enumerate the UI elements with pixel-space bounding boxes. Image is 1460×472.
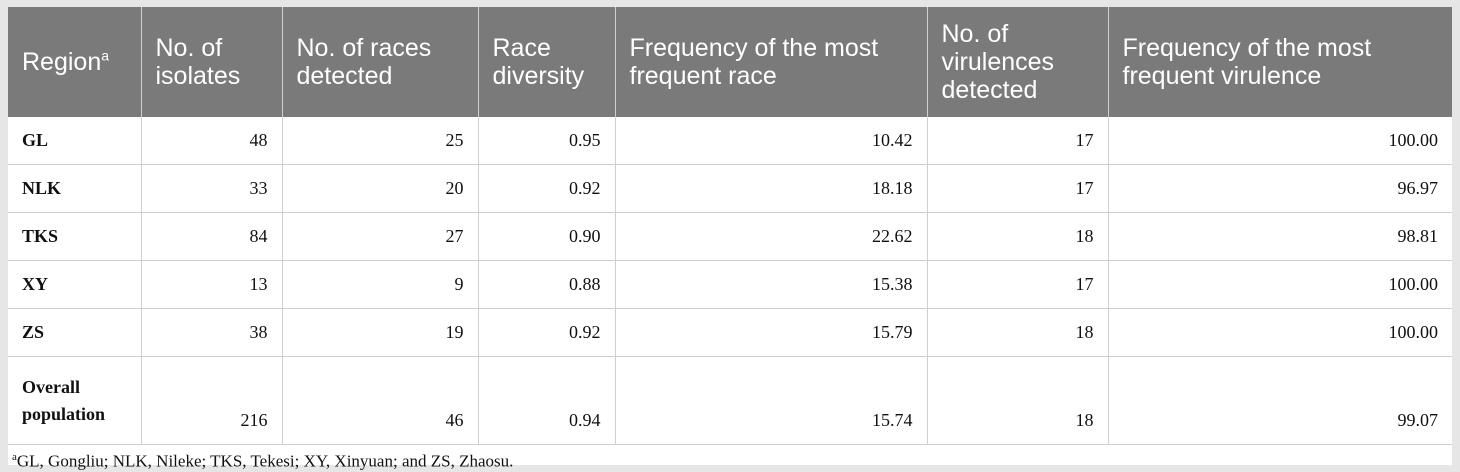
- table-row: Overall population 216 46 0.94 15.74 18 …: [8, 356, 1452, 445]
- header-freq-race: Frequency of the most frequent race: [615, 7, 928, 117]
- cell-diversity: 0.88: [478, 260, 616, 309]
- cell-freq-virulence: 100.00: [1108, 308, 1452, 357]
- cell-freq-virulence: 96.97: [1108, 164, 1452, 213]
- cell-freq-race: 15.38: [615, 260, 928, 309]
- cell-diversity: 0.94: [478, 356, 616, 445]
- cell-isolates: 13: [141, 260, 283, 309]
- header-isolates: No. of isolates: [141, 7, 283, 117]
- header-region: Regiona: [8, 7, 142, 117]
- table-row: ZS 38 19 0.92 15.79 18 100.00: [8, 308, 1452, 357]
- cell-isolates: 38: [141, 308, 283, 357]
- cell-virulences: 18: [927, 212, 1109, 261]
- cell-virulences: 18: [927, 308, 1109, 357]
- table-row: XY 13 9 0.88 15.38 17 100.00: [8, 260, 1452, 309]
- table-container: Regiona No. of isolates No. of races det…: [8, 7, 1452, 471]
- cell-freq-race: 22.62: [615, 212, 928, 261]
- cell-races: 20: [282, 164, 479, 213]
- cell-races: 19: [282, 308, 479, 357]
- table-row: TKS 84 27 0.90 22.62 18 98.81: [8, 212, 1452, 261]
- cell-races: 46: [282, 356, 479, 445]
- cell-region: TKS: [8, 212, 142, 261]
- cell-races: 25: [282, 117, 479, 165]
- cell-region: GL: [8, 117, 142, 165]
- table-footnote: aGL, Gongliu; NLK, Nileke; TKS, Tekesi; …: [8, 445, 1452, 472]
- cell-freq-virulence: 100.00: [1108, 117, 1452, 165]
- cell-freq-race: 15.79: [615, 308, 928, 357]
- cell-races: 9: [282, 260, 479, 309]
- cell-diversity: 0.90: [478, 212, 616, 261]
- header-row: Regiona No. of isolates No. of races det…: [8, 7, 1452, 117]
- cell-diversity: 0.92: [478, 164, 616, 213]
- cell-freq-race: 10.42: [615, 117, 928, 165]
- table-row: GL 48 25 0.95 10.42 17 100.00: [8, 117, 1452, 165]
- header-virulences-detected: No. of virulences detected: [927, 7, 1109, 117]
- header-races-detected: No. of races detected: [282, 7, 479, 117]
- cell-isolates: 48: [141, 117, 283, 165]
- cell-freq-race: 18.18: [615, 164, 928, 213]
- cell-freq-virulence: 99.07: [1108, 356, 1452, 445]
- header-freq-virulence: Frequency of the most frequent virulence: [1108, 7, 1452, 117]
- cell-freq-race: 15.74: [615, 356, 928, 445]
- cell-virulences: 18: [927, 356, 1109, 445]
- footnote-marker: a: [12, 451, 17, 463]
- data-table: Regiona No. of isolates No. of races det…: [8, 7, 1452, 445]
- cell-virulences: 17: [927, 164, 1109, 213]
- cell-isolates: 84: [141, 212, 283, 261]
- cell-freq-virulence: 98.81: [1108, 212, 1452, 261]
- cell-diversity: 0.95: [478, 117, 616, 165]
- cell-region: ZS: [8, 308, 142, 357]
- cell-virulences: 17: [927, 260, 1109, 309]
- footnote-text: GL, Gongliu; NLK, Nileke; TKS, Tekesi; X…: [16, 451, 514, 471]
- cell-freq-virulence: 100.00: [1108, 260, 1452, 309]
- cell-region: XY: [8, 260, 142, 309]
- cell-diversity: 0.92: [478, 308, 616, 357]
- cell-races: 27: [282, 212, 479, 261]
- header-race-diversity: Race diversity: [478, 7, 616, 117]
- cell-region: Overall population: [8, 356, 142, 445]
- cell-region: NLK: [8, 164, 142, 213]
- table-row: NLK 33 20 0.92 18.18 17 96.97: [8, 164, 1452, 213]
- cell-isolates: 33: [141, 164, 283, 213]
- cell-virulences: 17: [927, 117, 1109, 165]
- cell-isolates: 216: [141, 356, 283, 445]
